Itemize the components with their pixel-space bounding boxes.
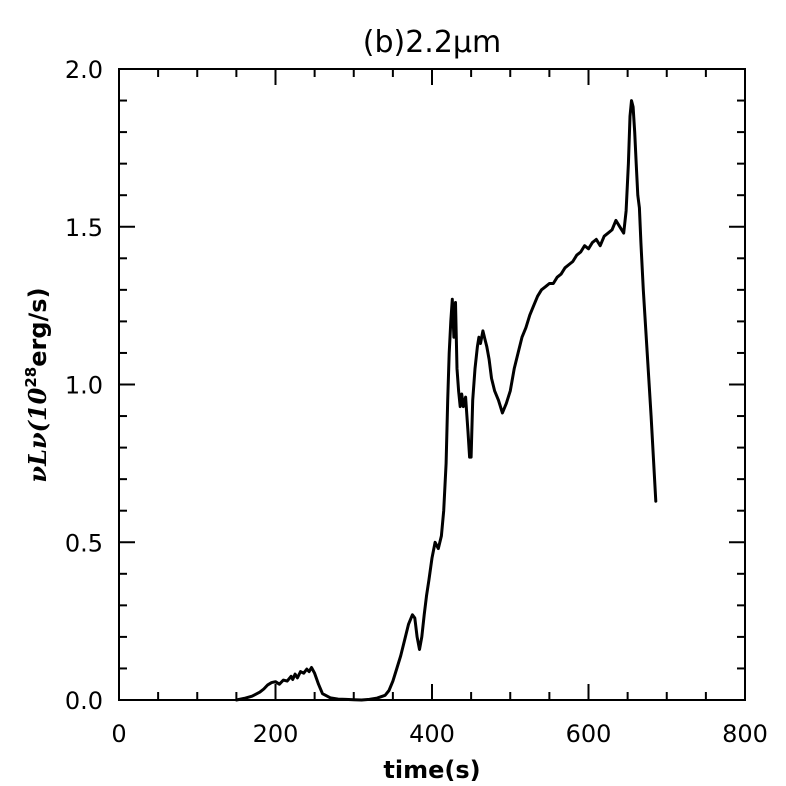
y-tick-label: 0.0 xyxy=(65,687,103,715)
y-tick-label: 0.5 xyxy=(65,529,103,557)
y-tick-label: 1.0 xyxy=(65,372,103,400)
series-line xyxy=(234,99,658,702)
x-tick-label: 0 xyxy=(111,720,126,748)
x-tick-label: 400 xyxy=(409,720,455,748)
x-tick-label: 800 xyxy=(722,720,768,748)
x-axis-label: time(s) xyxy=(383,756,480,784)
svg-text:νLν(1028erg/s): νLν(1028erg/s) xyxy=(22,287,52,482)
y-axis-label-suffix: erg/s) xyxy=(24,287,52,366)
plot-area: 0 200 400 600 800 0.0 0.5 1.0 1.5 2.0 xyxy=(65,56,768,748)
y-axis-label: νLν(1028erg/s) xyxy=(22,287,52,482)
x-tick-label: 600 xyxy=(566,720,612,748)
x-tick-label: 200 xyxy=(253,720,299,748)
y-axis-label-prefix: νLν(10 xyxy=(23,387,52,482)
plot-frame xyxy=(118,68,746,701)
y-tick-label: 1.5 xyxy=(65,214,103,242)
y-axis-label-superscript: 28 xyxy=(22,367,40,388)
y-tick-label: 2.0 xyxy=(65,56,103,84)
chart-title: (b)2.2μm xyxy=(363,25,501,60)
